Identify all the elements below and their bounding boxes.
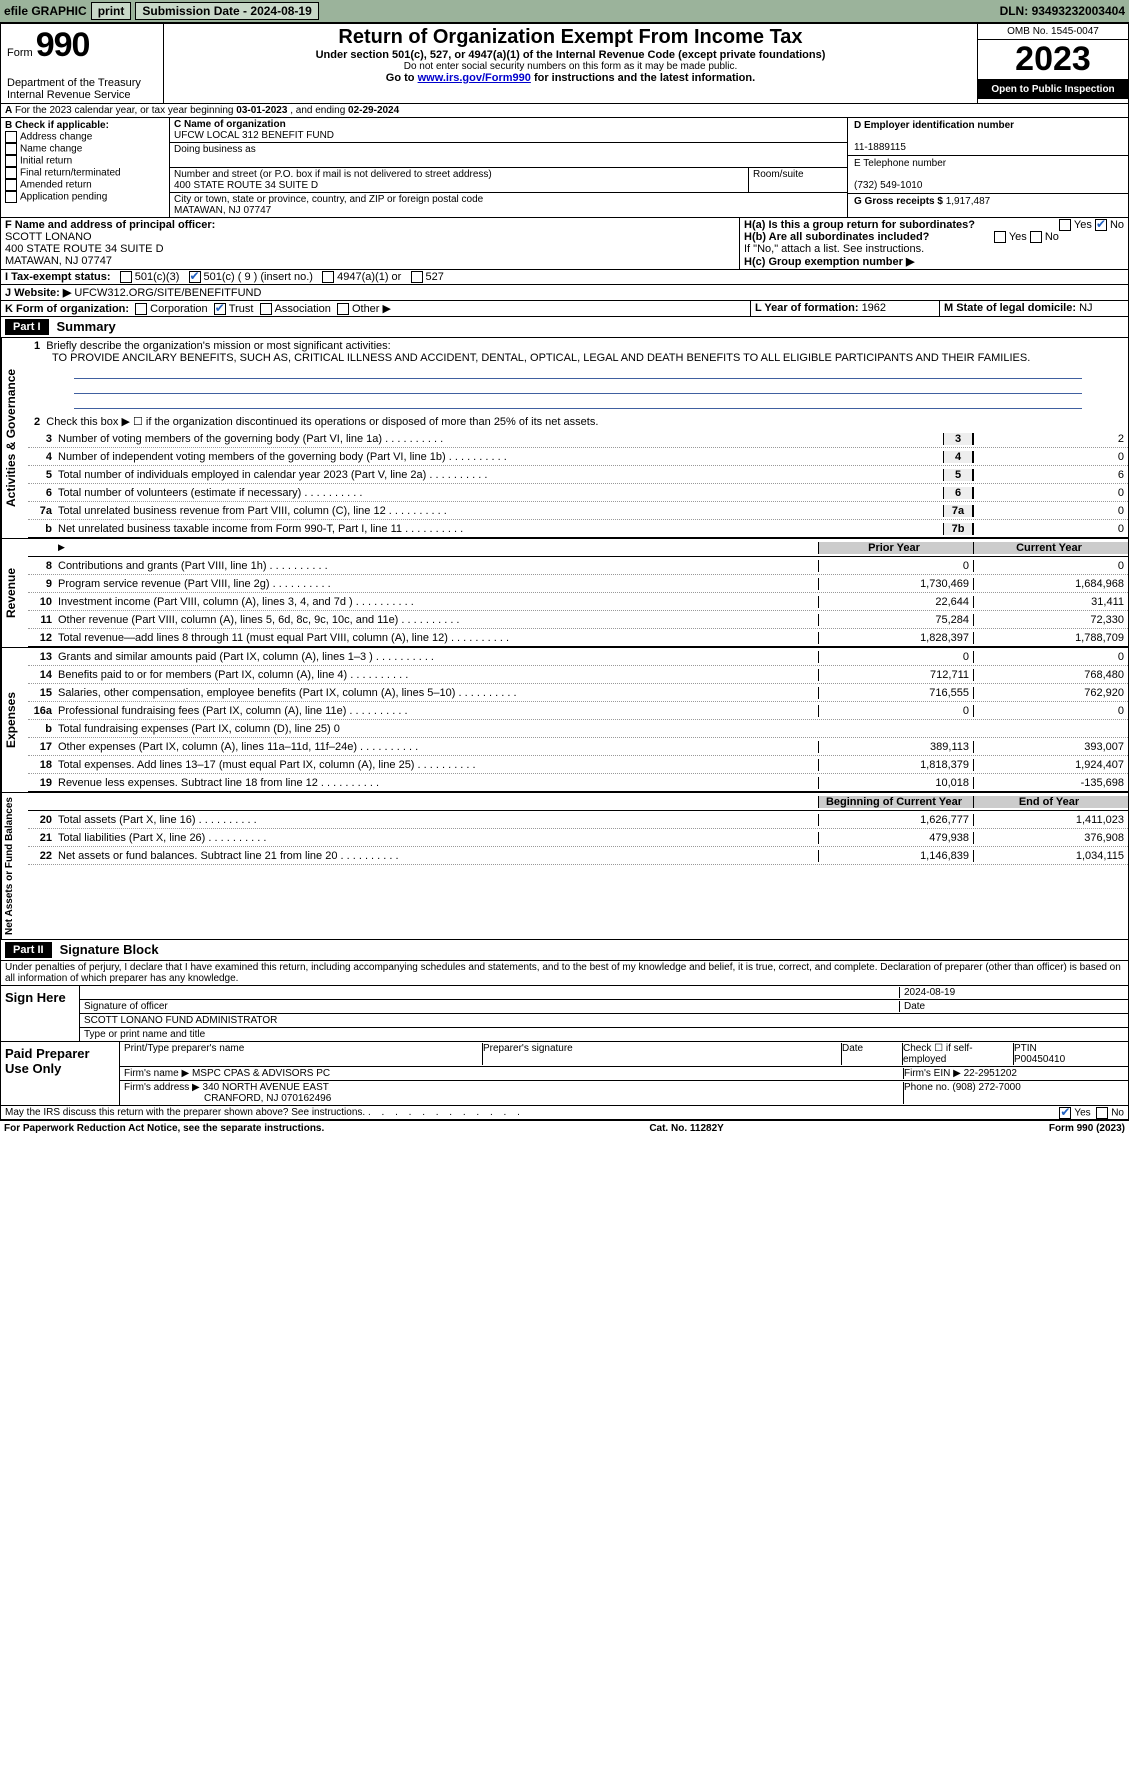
summary-line: 7aTotal unrelated business revenue from …	[28, 502, 1128, 520]
open-to-public: Open to Public Inspection	[978, 80, 1128, 99]
i-4947-checkbox[interactable]	[322, 271, 334, 283]
summary-line: 11Other revenue (Part VIII, column (A), …	[28, 611, 1128, 629]
discuss-no-checkbox[interactable]	[1096, 1107, 1108, 1119]
part1-header: Part I Summary	[1, 317, 1128, 338]
line-a: A For the 2023 calendar year, or tax yea…	[1, 104, 1128, 118]
summary-line: 5Total number of individuals employed in…	[28, 466, 1128, 484]
checkbox-item: Address change	[5, 131, 165, 143]
ha-yes-checkbox[interactable]	[1059, 219, 1071, 231]
submission-date-button[interactable]: Submission Date - 2024-08-19	[135, 2, 318, 20]
ha-no-checkbox[interactable]	[1095, 219, 1107, 231]
net-vlabel: Net Assets or Fund Balances	[1, 793, 28, 939]
rev-header: ▶ Prior Year Current Year	[28, 539, 1128, 557]
row-fh: F Name and address of principal officer:…	[1, 218, 1128, 270]
subtitle-3: Go to www.irs.gov/Form990 for instructio…	[170, 72, 971, 84]
footer: For Paperwork Reduction Act Notice, see …	[0, 1121, 1129, 1136]
summary-line: 17Other expenses (Part IX, column (A), l…	[28, 738, 1128, 756]
summary-line: 6Total number of volunteers (estimate if…	[28, 484, 1128, 502]
k-trust-checkbox[interactable]	[214, 303, 226, 315]
column-b: B Check if applicable: Address changeNam…	[1, 118, 170, 217]
dept-label: Department of the Treasury Internal Reve…	[7, 77, 157, 101]
checkbox-item: Application pending	[5, 191, 165, 203]
form-header: Form 990 Department of the Treasury Inte…	[1, 24, 1128, 104]
summary-line: 12Total revenue—add lines 8 through 11 (…	[28, 629, 1128, 647]
checkbox-item: Name change	[5, 143, 165, 155]
rev-vlabel: Revenue	[1, 539, 28, 647]
net-assets-block: Net Assets or Fund Balances Beginning of…	[1, 793, 1128, 940]
print-button[interactable]: print	[91, 2, 132, 20]
row-klm: K Form of organization: Corporation Trus…	[1, 301, 1128, 317]
summary-line: 20Total assets (Part X, line 16)1,626,77…	[28, 811, 1128, 829]
i-527-checkbox[interactable]	[411, 271, 423, 283]
checkbox-item: Final return/terminated	[5, 167, 165, 179]
column-c: C Name of organizationUFCW LOCAL 312 BEN…	[170, 118, 847, 217]
revenue-block: Revenue ▶ Prior Year Current Year 8Contr…	[1, 539, 1128, 648]
summary-line: 19Revenue less expenses. Subtract line 1…	[28, 774, 1128, 792]
top-bar: efile GRAPHIC print Submission Date - 20…	[0, 0, 1129, 23]
section-bcdefg: B Check if applicable: Address changeNam…	[1, 118, 1128, 218]
line-1: 1 Briefly describe the organization's mi…	[28, 338, 1128, 413]
summary-line: 10Investment income (Part VIII, column (…	[28, 593, 1128, 611]
checkbox-item: Initial return	[5, 155, 165, 167]
summary-line: 9Program service revenue (Part VIII, lin…	[28, 575, 1128, 593]
column-de: D Employer identification number11-18891…	[847, 118, 1128, 217]
line-2: 2 Check this box ▶ ☐ if the organization…	[28, 413, 1128, 430]
ag-vlabel: Activities & Governance	[1, 338, 28, 538]
expenses-block: Expenses 13Grants and similar amounts pa…	[1, 648, 1128, 793]
discuss-line: May the IRS discuss this return with the…	[1, 1106, 1128, 1120]
summary-line: 3Number of voting members of the governi…	[28, 430, 1128, 448]
sign-here-block: Sign Here 2024-08-19 Signature of office…	[1, 986, 1128, 1042]
k-corp-checkbox[interactable]	[135, 303, 147, 315]
form-number: 990	[36, 26, 90, 64]
summary-line: 22Net assets or fund balances. Subtract …	[28, 847, 1128, 865]
dln: DLN: 93493232003404	[1000, 4, 1125, 18]
i-501c-checkbox[interactable]	[189, 271, 201, 283]
exp-vlabel: Expenses	[1, 648, 28, 792]
omb-number: OMB No. 1545-0047	[978, 24, 1128, 40]
discuss-yes-checkbox[interactable]	[1059, 1107, 1071, 1119]
form-label: Form	[7, 47, 33, 59]
form-990: Form 990 Department of the Treasury Inte…	[0, 23, 1129, 1121]
tax-year: 2023	[978, 40, 1128, 80]
summary-line: 14Benefits paid to or for members (Part …	[28, 666, 1128, 684]
summary-line: 15Salaries, other compensation, employee…	[28, 684, 1128, 702]
summary-line: 18Total expenses. Add lines 13–17 (must …	[28, 756, 1128, 774]
row-i: I Tax-exempt status: 501(c)(3) 501(c) ( …	[1, 270, 1128, 285]
summary-line: 21Total liabilities (Part X, line 26)479…	[28, 829, 1128, 847]
form-title: Return of Organization Exempt From Incom…	[170, 26, 971, 49]
k-other-checkbox[interactable]	[337, 303, 349, 315]
declaration: Under penalties of perjury, I declare th…	[1, 961, 1128, 986]
net-header: Beginning of Current Year End of Year	[28, 793, 1128, 811]
summary-line: 16aProfessional fundraising fees (Part I…	[28, 702, 1128, 720]
hb-no-checkbox[interactable]	[1030, 231, 1042, 243]
subtitle-1: Under section 501(c), 527, or 4947(a)(1)…	[170, 49, 971, 61]
hb-yes-checkbox[interactable]	[994, 231, 1006, 243]
i-501c3-checkbox[interactable]	[120, 271, 132, 283]
irs-link[interactable]: www.irs.gov/Form990	[418, 72, 531, 84]
summary-line: 4Number of independent voting members of…	[28, 448, 1128, 466]
summary-line: bTotal fundraising expenses (Part IX, co…	[28, 720, 1128, 738]
activities-governance-block: Activities & Governance 1 Briefly descri…	[1, 338, 1128, 539]
paid-preparer-block: Paid Preparer Use Only Print/Type prepar…	[1, 1042, 1128, 1106]
subtitle-2: Do not enter social security numbers on …	[170, 61, 971, 72]
checkbox-item: Amended return	[5, 179, 165, 191]
summary-line: 13Grants and similar amounts paid (Part …	[28, 648, 1128, 666]
summary-line: 8Contributions and grants (Part VIII, li…	[28, 557, 1128, 575]
row-j: J Website: ▶ UFCW312.ORG/SITE/BENEFITFUN…	[1, 285, 1128, 301]
part2-header: Part II Signature Block	[1, 940, 1128, 961]
efile-label: efile GRAPHIC	[4, 4, 87, 18]
summary-line: bNet unrelated business taxable income f…	[28, 520, 1128, 538]
k-assoc-checkbox[interactable]	[260, 303, 272, 315]
